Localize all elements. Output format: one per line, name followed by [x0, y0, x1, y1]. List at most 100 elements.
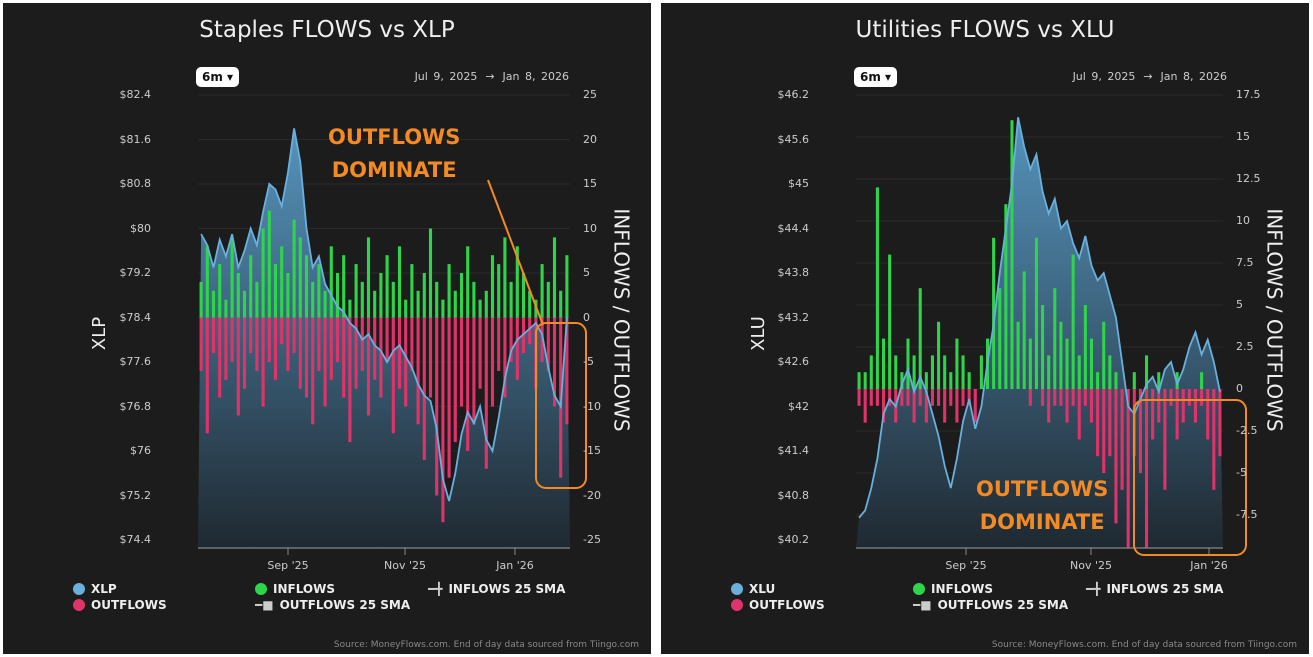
- inflow-bar: [422, 273, 426, 318]
- legend-inflows[interactable]: INFLOWS: [913, 582, 993, 596]
- outflow-bar: [360, 317, 364, 371]
- outflow-bar: [255, 317, 259, 371]
- outflow-bar: [453, 317, 457, 443]
- flow-tick-label: 15: [1236, 130, 1250, 143]
- flow-tick-label: 0: [1236, 382, 1243, 395]
- x-tick-label: Sep '25: [267, 559, 309, 572]
- price-tick-label: $77.6: [119, 355, 152, 368]
- outflow-bar: [447, 317, 451, 478]
- outflow-bar: [1047, 389, 1051, 423]
- legend-dot-icon: [73, 583, 85, 595]
- price-tick-label: $78.4: [119, 310, 152, 324]
- outflow-bar: [472, 317, 476, 425]
- inflow-bar: [924, 372, 928, 389]
- inflow-bar: [249, 255, 253, 318]
- price-tick-label: $80: [130, 221, 151, 235]
- inflow-bar: [1083, 305, 1087, 389]
- chart-title: Staples FLOWS vs XLP: [199, 17, 455, 43]
- legend-square-line-icon: ━■: [255, 598, 274, 612]
- legend-label: INFLOWS 25 SMA: [1106, 582, 1224, 596]
- inflow-bar: [1053, 288, 1057, 389]
- outflow-bar: [1065, 389, 1069, 423]
- inflow-bar: [397, 246, 402, 318]
- inflow-bar: [205, 246, 209, 318]
- range-selector[interactable]: 6m ▾: [854, 67, 898, 87]
- inflow-bar: [565, 255, 569, 318]
- inflow-bar: [509, 281, 513, 318]
- inflow-bar: [304, 255, 309, 318]
- outflow-bar: [1041, 389, 1045, 406]
- inflow-bar: [230, 237, 234, 318]
- outflow-bar: [342, 317, 346, 398]
- price-tick-label: $43.2: [777, 310, 810, 324]
- outflow-bar: [373, 317, 377, 380]
- outflow-bar: [273, 317, 278, 380]
- inflow-bar: [311, 281, 315, 318]
- outflow-bar: [459, 317, 464, 407]
- inflow-bar: [292, 219, 296, 318]
- legend-outflows[interactable]: OUTFLOWS: [73, 598, 167, 612]
- inflow-bar: [961, 355, 965, 389]
- inflow-bar: [1077, 355, 1081, 389]
- range-selector[interactable]: 6m ▾: [196, 67, 240, 87]
- legend-dot-icon: [731, 599, 743, 611]
- annotation-box: [535, 322, 587, 489]
- legend-square-line-icon: ━■: [913, 598, 932, 612]
- legend-outflows-sma[interactable]: ━■ OUTFLOWS 25 SMA: [913, 598, 1068, 612]
- price-line: [858, 117, 1221, 519]
- price-tick-label: $76: [130, 444, 151, 457]
- inflow-bar: [453, 290, 457, 318]
- chart-svg: [856, 94, 1247, 556]
- outflow-bar: [199, 317, 203, 371]
- date-range[interactable]: Jul 9, 2025 → Jan 8, 2026: [415, 70, 569, 83]
- price-tick-label: $40.2: [777, 533, 810, 546]
- inflow-bar: [1102, 321, 1106, 389]
- legend-inflows-sma[interactable]: ━╋ INFLOWS 25 SMA: [1086, 582, 1223, 596]
- price-tick-label: $79.2: [119, 266, 152, 279]
- legend-price[interactable]: XLP: [73, 582, 117, 596]
- outflow-bar: [236, 317, 240, 416]
- legend-label: OUTFLOWS 25 SMA: [279, 598, 411, 612]
- inflow-bar: [1145, 355, 1149, 389]
- inflow-bar: [441, 299, 445, 318]
- legend-outflows-sma[interactable]: ━■ OUTFLOWS 25 SMA: [255, 598, 410, 612]
- annotation-line-1: OUTFLOWS: [976, 477, 1109, 501]
- inflow-bar: [528, 290, 532, 318]
- flow-tick-label: -2.5: [1236, 424, 1258, 437]
- outflow-bar: [490, 317, 495, 407]
- legend-outflows[interactable]: OUTFLOWS: [731, 598, 825, 612]
- flow-tick-label: 10: [583, 221, 597, 235]
- inflow-bar: [1034, 237, 1038, 389]
- inflow-bar: [236, 273, 240, 318]
- inflow-bar: [857, 372, 861, 389]
- outflow-bar: [1145, 389, 1149, 549]
- annotation-arrow: [487, 179, 544, 326]
- legend-inflows-sma[interactable]: ━╋ INFLOWS 25 SMA: [428, 582, 565, 596]
- price-tick-label: $74.4: [119, 533, 152, 546]
- inflow-bar: [949, 372, 953, 389]
- inflow-bar: [373, 290, 377, 318]
- legend-dot-icon: [255, 583, 267, 595]
- date-start: Jul 9, 2025: [1072, 70, 1136, 83]
- range-label: 6m: [860, 70, 881, 84]
- inflow-bar: [900, 372, 904, 389]
- price-tick-label: $42.6: [777, 355, 810, 368]
- source-note: Source: MoneyFlows.com. End of day data …: [333, 640, 639, 650]
- flow-tick-label: 10: [1236, 214, 1250, 227]
- inflow-bar: [1022, 271, 1026, 389]
- inflow-bar: [218, 264, 222, 318]
- legend-price[interactable]: XLU: [731, 582, 775, 596]
- flow-tick-label: 0: [583, 310, 590, 324]
- outflow-bar: [335, 317, 340, 362]
- date-range[interactable]: Jul 9, 2025 → Jan 8, 2026: [1073, 70, 1227, 83]
- legend-inflows[interactable]: INFLOWS: [255, 582, 335, 596]
- annotation-line-2: DOMINATE: [979, 510, 1105, 534]
- outflow-bar: [329, 317, 333, 380]
- outflow-bar: [1218, 389, 1222, 457]
- flow-tick-label: 25: [583, 88, 597, 101]
- outflow-bar: [875, 389, 879, 406]
- inflow-bar: [888, 254, 892, 389]
- chart-title: Utilities FLOWS vs XLU: [855, 17, 1115, 43]
- inflow-bar: [503, 237, 507, 318]
- x-tick-label: Sep '25: [945, 559, 987, 572]
